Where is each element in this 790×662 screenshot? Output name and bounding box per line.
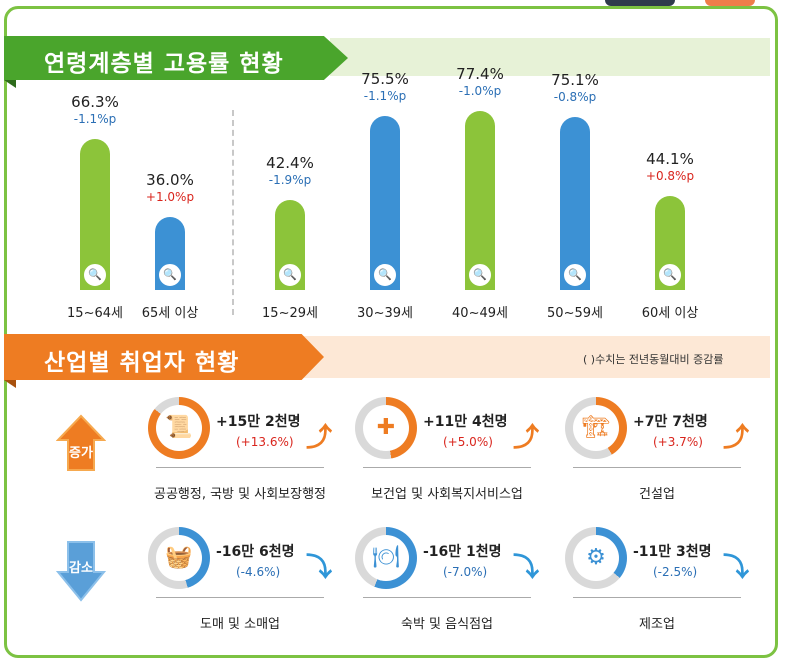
age-category-label: 40~49세 — [452, 306, 508, 321]
industry-ring: ⚙ — [565, 527, 627, 589]
scroll-icon: 📜 — [156, 405, 202, 451]
document-search-icon: 🔍 — [157, 262, 183, 288]
document-search-icon: 🔍 — [82, 262, 108, 288]
industry-section-title: 산업별 취업자 현황 — [44, 350, 240, 376]
document-search-icon: 🔍 — [372, 262, 398, 288]
industry-rate: (+3.7%) — [653, 435, 703, 449]
industry-change: +11만 4천명 — [423, 414, 508, 430]
age-value-label: 66.3% — [71, 93, 119, 112]
age-value-label: 36.0% — [146, 170, 194, 189]
industry-ring: 🧺 — [148, 527, 210, 589]
age-change-label: +0.8%p — [645, 169, 695, 184]
age-banner-strip — [330, 38, 770, 76]
age-bar — [560, 116, 590, 290]
industry-change: +15만 2천명 — [216, 414, 301, 430]
trend-down-icon: ⤵ — [513, 553, 540, 583]
increase-label: 증가 — [69, 446, 93, 461]
industry-ring: 📜 — [148, 397, 210, 459]
industry-name: 공공행정, 국방 및 사회보장행정 — [153, 487, 326, 502]
increase-sign — [55, 414, 107, 476]
industry-banner — [4, 334, 324, 380]
industry-note: ( )수치는 전년동월대비 증감률 — [583, 353, 724, 366]
age-change-label: -1.9%p — [268, 173, 312, 188]
age-change-label: -1.1%p — [73, 112, 117, 127]
industry-ring: ✚ — [355, 397, 417, 459]
age-category-label: 50~59세 — [547, 306, 603, 321]
age-value-label: 75.5% — [361, 69, 409, 88]
age-category-label: 65세 이상 — [141, 306, 199, 321]
trend-down-icon: ⤵ — [306, 553, 333, 583]
industry-name: 숙박 및 음식점업 — [401, 617, 493, 632]
industry-underline — [156, 597, 324, 598]
industry-change: -16만 1천명 — [423, 544, 502, 560]
industry-banner-fold — [4, 380, 16, 388]
document-search-icon: 🔍 — [657, 262, 683, 288]
age-value-label: 44.1% — [646, 150, 694, 169]
top-decoration-dark — [605, 0, 675, 6]
industry-ring: 🏗 — [565, 397, 627, 459]
age-value-label: 42.4% — [266, 154, 314, 173]
gears-icon: ⚙ — [573, 535, 619, 581]
document-search-icon: 🔍 — [562, 262, 588, 288]
age-category-label: 15~29세 — [262, 306, 318, 321]
age-category-label: 60세 이상 — [641, 306, 699, 321]
chart-divider — [232, 110, 234, 315]
industry-rate: (-7.0%) — [443, 565, 488, 579]
decrease-sign — [55, 540, 107, 606]
trend-up-icon: ⤴ — [306, 423, 333, 453]
excavator-icon: 🏗 — [573, 405, 619, 451]
trend-up-icon: ⤴ — [513, 423, 540, 453]
industry-underline — [363, 597, 531, 598]
age-bar — [370, 115, 400, 290]
industry-change: +7만 7천명 — [633, 414, 708, 430]
basket-icon: 🧺 — [156, 535, 202, 581]
industry-name: 도매 및 소매업 — [199, 617, 281, 632]
industry-banner-strip — [300, 336, 770, 378]
age-section-title: 연령계층별 고용률 현황 — [44, 51, 284, 77]
industry-rate: (-4.6%) — [236, 565, 281, 579]
industry-underline — [156, 467, 324, 468]
document-search-icon: 🔍 — [277, 262, 303, 288]
industry-underline — [363, 467, 531, 468]
trend-down-icon: ⤵ — [723, 553, 750, 583]
industry-name: 제조업 — [639, 617, 675, 632]
industry-rate: (+5.0%) — [443, 435, 493, 449]
medical-kit-icon: ✚ — [363, 405, 409, 451]
age-banner — [4, 36, 348, 80]
top-decoration-orange — [705, 0, 755, 6]
age-value-label: 77.4% — [456, 65, 504, 84]
industry-underline — [573, 467, 741, 468]
age-category-label: 30~39세 — [357, 306, 413, 321]
age-value-label: 75.1% — [551, 70, 599, 89]
down-arrow-icon — [55, 541, 107, 602]
industry-underline — [573, 597, 741, 598]
document-search-icon: 🔍 — [467, 262, 493, 288]
decrease-label: 감소 — [69, 561, 93, 576]
industry-rate: (-2.5%) — [653, 565, 698, 579]
trend-up-icon: ⤴ — [723, 423, 750, 453]
age-change-label: +1.0%p — [145, 189, 195, 204]
age-change-label: -0.8%p — [553, 89, 597, 104]
industry-change: -11만 3천명 — [633, 544, 712, 560]
plate-icon: 🍽 — [363, 535, 409, 581]
age-change-label: -1.1%p — [363, 88, 407, 103]
industry-ring: 🍽 — [355, 527, 417, 589]
age-change-label: -1.0%p — [458, 84, 502, 99]
industry-name: 건설업 — [639, 487, 675, 502]
age-banner-fold — [4, 80, 16, 88]
age-bar — [465, 111, 495, 290]
industry-change: -16만 6천명 — [216, 544, 295, 560]
age-category-label: 15~64세 — [67, 306, 123, 321]
industry-rate: (+13.6%) — [236, 435, 294, 449]
up-arrow-icon — [55, 414, 107, 471]
industry-name: 보건업 및 사회복지서비스업 — [371, 487, 523, 502]
